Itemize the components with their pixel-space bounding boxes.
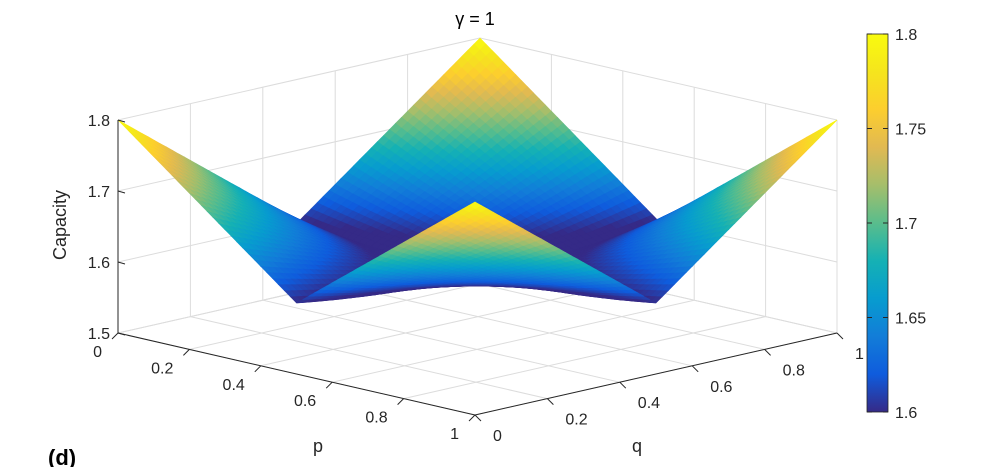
y-tick-label: 0.2 xyxy=(565,412,587,429)
chart-title: γ = 1 xyxy=(455,9,495,29)
z-tick-label: 1.6 xyxy=(88,255,110,272)
x-tick-label: 0 xyxy=(93,344,102,361)
x-tick-label: 0.2 xyxy=(151,360,173,377)
colorbar-tick-label: 1.65 xyxy=(895,311,926,328)
z-tick-label: 1.8 xyxy=(88,113,110,130)
y-tick-label: 0.8 xyxy=(783,362,805,379)
y-tick-label: 0 xyxy=(493,428,502,445)
z-tick-label: 1.7 xyxy=(88,184,110,201)
colorbar-tick-label: 1.75 xyxy=(895,122,926,139)
y-axis-label: q xyxy=(632,436,642,456)
tick-labels: 0 0.2 0.4 0.6 0.8 1 0 0.2 0.4 0.6 0.8 1 1.5 1.6 1.7 1.8 xyxy=(88,113,864,445)
y-tick-label: 0.6 xyxy=(710,379,732,396)
x-tick-label: 0.8 xyxy=(365,410,387,427)
colorbar-tick-label: 1.8 xyxy=(895,27,917,44)
x-axis-label: p xyxy=(313,436,323,456)
x-tick-label: 0.6 xyxy=(294,393,316,410)
surface-patch xyxy=(824,119,838,130)
y-tick-label: 0.4 xyxy=(638,395,660,412)
z-tick-label: 1.5 xyxy=(88,326,110,343)
axes-lines xyxy=(111,119,844,422)
colorbar-tick-label: 1.7 xyxy=(895,216,917,233)
y-tick-label: 1 xyxy=(855,346,864,363)
panel-label: (d) xyxy=(48,445,76,467)
surface-plot xyxy=(117,37,838,304)
x-tick-label: 1 xyxy=(450,426,459,443)
colorbar-tick-label: 1.6 xyxy=(895,405,917,422)
colorbar-ticks: 1.6 1.65 1.7 1.75 1.8 xyxy=(867,27,926,422)
z-axis-label: Capacity xyxy=(50,190,70,260)
surface-patch xyxy=(468,201,482,209)
x-tick-label: 0.4 xyxy=(223,377,245,394)
